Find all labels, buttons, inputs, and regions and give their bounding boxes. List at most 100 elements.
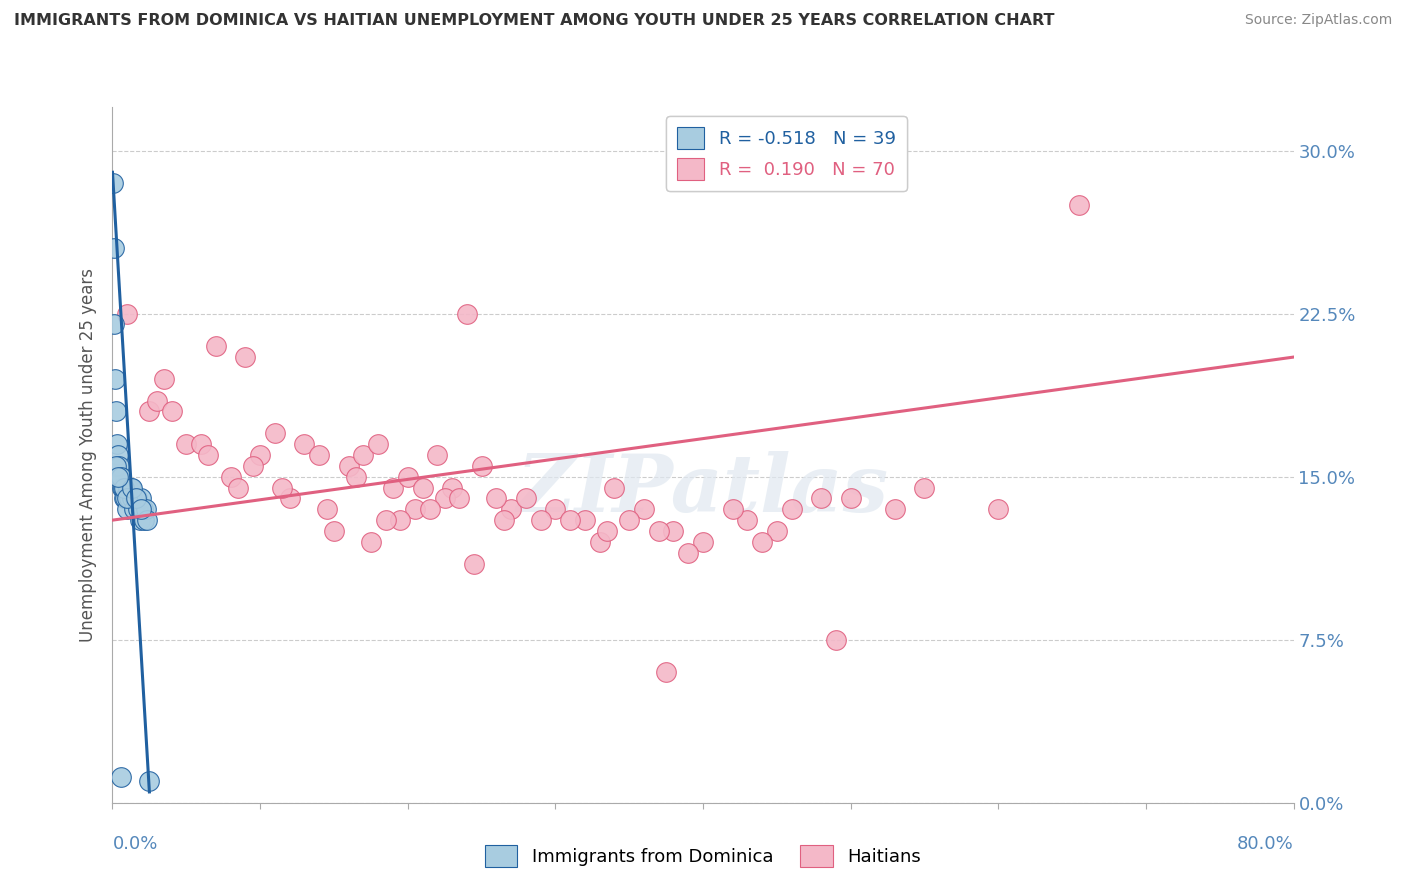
Point (914, 481, 936, 495)
Point (337, 458, 360, 473)
Point (219, 469, 242, 483)
Point (404, 502, 426, 516)
Point (117, 491, 138, 506)
Point (544, 502, 567, 516)
Point (146, 393, 169, 408)
Point (205, 339, 228, 353)
Point (323, 524, 346, 538)
Point (278, 491, 301, 506)
Text: 80.0%: 80.0% (1237, 836, 1294, 854)
Point (574, 513, 596, 527)
Point (766, 524, 789, 538)
Point (107, 448, 129, 462)
Point (884, 502, 907, 516)
Point (114, 491, 136, 506)
Point (315, 502, 337, 516)
Point (692, 535, 714, 549)
Point (470, 458, 494, 473)
Point (134, 513, 156, 527)
Point (463, 557, 485, 571)
Point (115, 502, 138, 516)
Point (492, 513, 515, 527)
Point (352, 448, 374, 462)
Point (118, 491, 141, 506)
Point (105, 458, 128, 473)
Point (824, 632, 846, 647)
Point (121, 481, 143, 495)
Point (242, 458, 264, 473)
Point (596, 524, 619, 538)
Point (839, 491, 862, 506)
Point (160, 404, 183, 418)
Point (1069, 198, 1091, 212)
Point (117, 481, 139, 495)
Point (780, 502, 803, 516)
Point (433, 491, 456, 506)
Point (647, 524, 671, 538)
Point (136, 513, 159, 527)
Point (426, 448, 449, 462)
Point (108, 469, 131, 483)
Point (125, 491, 148, 506)
Point (103, 176, 125, 190)
Point (419, 502, 441, 516)
Point (588, 535, 610, 549)
Point (374, 513, 396, 527)
Point (110, 469, 132, 483)
Point (122, 502, 145, 516)
Point (751, 535, 773, 549)
Point (128, 513, 150, 527)
Text: ZIPatlas: ZIPatlas (517, 451, 889, 528)
Point (515, 491, 537, 506)
Point (721, 502, 744, 516)
Point (138, 774, 160, 789)
Point (104, 404, 127, 418)
Legend: R = -0.518   N = 39, R =  0.190   N = 70: R = -0.518 N = 39, R = 0.190 N = 70 (666, 116, 907, 191)
Point (135, 502, 157, 516)
Legend: Immigrants from Dominica, Haitians: Immigrants from Dominica, Haitians (478, 838, 928, 874)
Text: 0.0%: 0.0% (112, 836, 157, 854)
Point (662, 524, 685, 538)
Point (226, 481, 249, 495)
Point (441, 481, 464, 495)
Y-axis label: Unemployment Among Youth under 25 years: Unemployment Among Youth under 25 years (79, 268, 97, 642)
Point (360, 535, 382, 549)
Point (124, 491, 146, 506)
Point (271, 481, 294, 495)
Point (249, 448, 271, 462)
Point (107, 469, 129, 483)
Point (344, 469, 367, 483)
Point (655, 665, 678, 680)
Point (125, 491, 148, 506)
Point (120, 481, 142, 495)
Point (129, 491, 152, 506)
Point (112, 481, 135, 495)
Point (112, 491, 135, 506)
Point (103, 318, 125, 332)
Point (129, 502, 152, 516)
Point (501, 502, 523, 516)
Point (619, 513, 641, 527)
Point (105, 437, 128, 451)
Point (560, 513, 582, 527)
Point (104, 372, 127, 386)
Point (449, 491, 471, 506)
Point (117, 307, 138, 321)
Point (153, 372, 176, 386)
Point (633, 502, 655, 516)
Point (111, 481, 134, 495)
Point (412, 481, 434, 495)
Point (112, 481, 135, 495)
Point (174, 437, 197, 451)
Point (396, 469, 419, 483)
Point (292, 437, 315, 451)
Point (485, 491, 508, 506)
Point (132, 502, 155, 516)
Point (190, 437, 212, 451)
Point (308, 448, 330, 462)
Point (603, 481, 626, 495)
Point (389, 513, 412, 527)
Point (367, 437, 389, 451)
Point (103, 241, 125, 255)
Point (110, 770, 132, 784)
